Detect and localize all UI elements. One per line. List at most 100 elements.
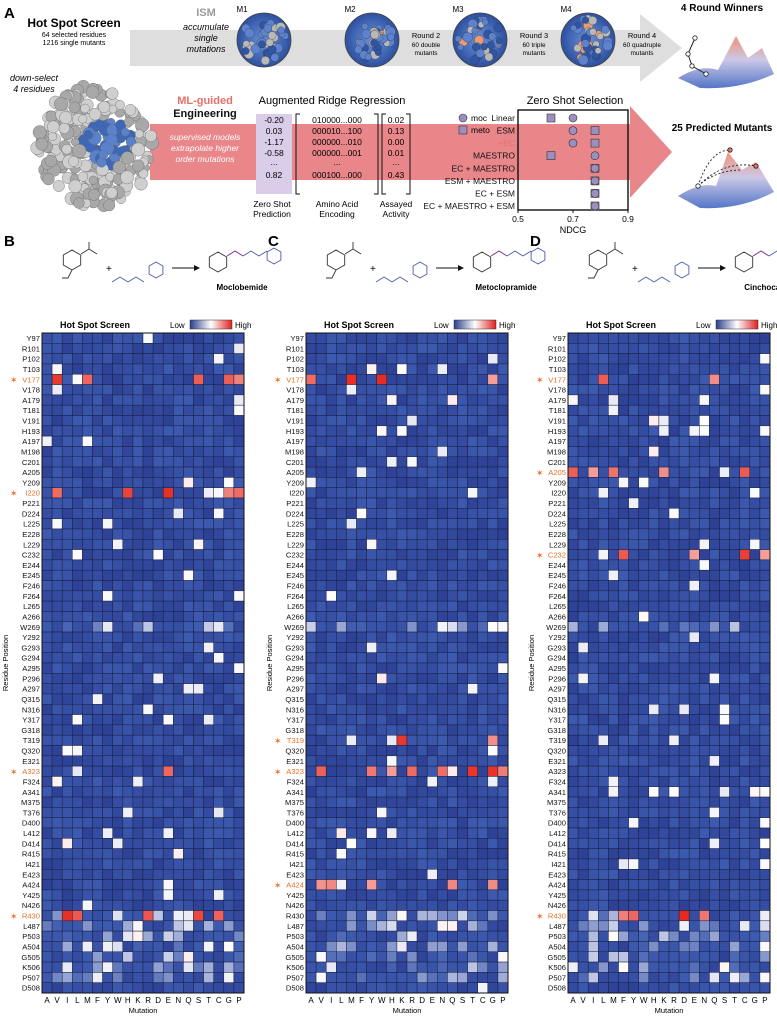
protein-atom [120, 170, 135, 185]
heatmap-cell [739, 662, 751, 674]
heatmap-cell [729, 724, 740, 736]
heatmap-cell [608, 941, 619, 953]
heatmap-cell [437, 869, 448, 880]
heatmap-cell [577, 869, 589, 880]
heatmap-cell [487, 930, 499, 942]
heatmap-cell [678, 683, 690, 695]
heatmap-cell [173, 765, 184, 777]
heatmap-cell [437, 889, 448, 901]
heatmap-cell [497, 425, 509, 437]
heatmap-cell [122, 724, 134, 736]
heatmap-cell [587, 559, 599, 571]
heatmap-cell [132, 611, 144, 623]
heatmap-cell [487, 404, 499, 416]
heatmap-cell [668, 611, 680, 623]
heatmap-cell [386, 899, 398, 911]
heatmap-cell [699, 518, 710, 530]
heatmap-cell [598, 446, 609, 458]
heatmap-cell [92, 848, 103, 860]
heatmap-cell [112, 611, 124, 623]
protein-atom [134, 177, 148, 191]
heatmap-cell [749, 714, 761, 726]
heatmap-cell [396, 404, 408, 416]
heatmap-cell [356, 528, 367, 540]
heatmap-cell [366, 353, 377, 365]
heatmap-cell [406, 724, 418, 736]
residue-label: P296 [286, 674, 304, 683]
heatmap-cell [305, 920, 317, 932]
heatmap-cell [193, 755, 204, 767]
heatmap-cell [577, 827, 589, 839]
heatmap-cell [567, 683, 579, 695]
heatmap-cell [678, 477, 690, 488]
heatmap-cell [346, 363, 357, 375]
heatmap-cell [162, 497, 174, 509]
heatmap-cell [577, 796, 589, 808]
heatmap-cell [315, 435, 327, 447]
heatmap-cell [173, 827, 184, 839]
heatmap-cell [608, 910, 619, 922]
heatmap-cell [608, 353, 619, 365]
heatmap-cell [497, 683, 509, 695]
heatmap-cell [416, 415, 428, 427]
heatmap-cell [366, 466, 377, 478]
heatmap-cell [497, 549, 509, 561]
heatmap-cell [142, 972, 154, 983]
heatmap-cell [426, 910, 438, 922]
heatmap-cell [305, 539, 317, 550]
residue-label: E228 [548, 530, 566, 539]
heatmap-cell [223, 982, 235, 994]
heatmap-cell [678, 456, 690, 468]
heatmap-cell [477, 745, 489, 757]
heatmap-cell [305, 497, 317, 509]
residue-label: L412 [23, 829, 40, 838]
heatmap-cell [709, 982, 720, 994]
heatmap-cell [51, 642, 63, 653]
heatmap-cell [325, 704, 337, 715]
heatmap-cell [709, 972, 720, 983]
heatmap-cell [396, 642, 408, 653]
heatmap-cell [72, 353, 83, 365]
heatmap-cell [658, 477, 670, 488]
heatmap-cell [376, 384, 388, 396]
heatmap-cell [477, 858, 489, 870]
heatmap-cell [72, 559, 83, 571]
heatmap-cell [567, 920, 579, 932]
heatmap-cell [122, 869, 134, 880]
heatmap-cell [457, 332, 468, 344]
heatmap-cell [447, 415, 458, 427]
heatmap-cell [709, 714, 720, 726]
heatmap-cell [122, 353, 134, 365]
heatmap-cell [173, 652, 184, 664]
heatmap-cell [467, 466, 478, 478]
heatmap-cell [82, 786, 93, 798]
heatmap-cell [315, 817, 327, 829]
heatmap-cell [477, 343, 489, 354]
heatmap-cell [122, 838, 134, 849]
heatmap-cell [567, 446, 579, 458]
heatmap-cell [648, 817, 660, 829]
heatmap-cell [376, 343, 388, 354]
heatmap-cell [61, 425, 73, 437]
heatmap-cell [598, 374, 609, 385]
heatmap-cell [346, 549, 357, 561]
heatmap-cell [356, 631, 367, 643]
heatmap-cell [487, 817, 499, 829]
heatmap-cell [223, 889, 235, 901]
heatmap-cell [203, 869, 214, 880]
heatmap-cell [719, 796, 730, 808]
heatmap-cell [749, 384, 761, 396]
heatmap-cell [92, 786, 103, 798]
heatmap-cell [325, 961, 337, 973]
heatmap-cell [668, 600, 680, 612]
heatmap-cell [213, 559, 225, 571]
heatmap-cell [447, 869, 458, 880]
heatmap-cell [628, 765, 639, 777]
heatmap-cell [152, 466, 164, 478]
heatmap-cell [426, 528, 438, 540]
heatmap-cell [315, 404, 327, 416]
heatmap-cell [709, 910, 720, 922]
heatmap-cell [587, 755, 599, 767]
heatmap-cell [426, 848, 438, 860]
heatmap-cell [72, 941, 83, 953]
